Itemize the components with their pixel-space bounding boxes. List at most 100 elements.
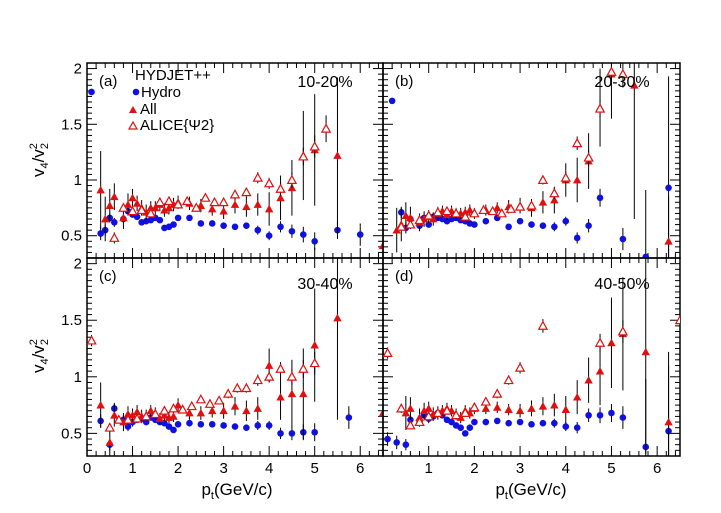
hydro-point — [170, 426, 177, 434]
alice-point — [432, 206, 444, 217]
hydro-point — [277, 223, 284, 231]
alice-point — [405, 420, 416, 430]
all-point — [607, 338, 616, 347]
hydro-point — [505, 223, 512, 231]
hydro-point — [142, 418, 150, 426]
all-point — [276, 193, 285, 202]
alice-point — [320, 123, 332, 133]
all-point — [378, 408, 383, 417]
alice-point — [674, 314, 680, 325]
alice-point — [104, 422, 115, 432]
hydro-point — [243, 424, 250, 432]
legend-title: HYDJET++ — [135, 67, 211, 84]
all-point — [242, 406, 251, 415]
alice-point — [617, 326, 629, 336]
hydro-point — [448, 418, 455, 426]
hydro-point — [528, 421, 535, 428]
alice-point — [469, 401, 480, 412]
alice-point — [560, 172, 571, 182]
panel-b: (b) 20-30% — [382, 62, 681, 259]
hydro-point — [407, 416, 414, 424]
alice-point — [168, 403, 179, 413]
hydro-point — [528, 221, 535, 228]
centrality-label: 10-20% — [297, 74, 352, 91]
data-layer — [87, 258, 383, 456]
alice-point — [232, 382, 243, 393]
alice-point — [594, 103, 606, 113]
hydro-point — [596, 194, 604, 202]
hydro-point — [384, 435, 391, 443]
alice-point — [450, 207, 462, 218]
all-point — [253, 404, 262, 412]
hydro-point — [88, 88, 95, 96]
legend-all-marker — [129, 106, 137, 113]
alice-point — [526, 200, 537, 210]
all-point — [465, 205, 475, 214]
alice-point — [432, 407, 444, 417]
y-tick-label: 2 — [74, 256, 82, 273]
alice-point — [127, 205, 138, 216]
series-alice-2- — [109, 115, 383, 244]
alice-point — [136, 204, 147, 215]
x-tick-label: 5 — [311, 460, 319, 477]
alice-point — [396, 221, 407, 231]
alice-point — [460, 407, 471, 417]
all-point — [504, 405, 513, 413]
all-point — [515, 406, 525, 415]
series-alice-2- — [383, 297, 680, 430]
hydro-point — [608, 409, 615, 417]
all-point — [572, 392, 582, 401]
alice-point — [441, 405, 453, 415]
alice-point — [204, 398, 216, 408]
all-point — [264, 361, 274, 369]
all-point — [169, 412, 178, 420]
all-point — [132, 199, 142, 207]
alice-point — [222, 388, 234, 398]
data-layer — [383, 258, 680, 456]
alice-point — [181, 195, 193, 206]
hydro-point — [539, 419, 547, 427]
alice-point — [405, 219, 416, 229]
centrality-label: 30-40% — [297, 276, 352, 293]
alice-point — [478, 204, 489, 215]
hydro-point — [174, 421, 182, 428]
x-tick-label: 1 — [128, 460, 136, 477]
alice-point — [503, 374, 514, 385]
alice-point — [87, 335, 97, 345]
hydro-point — [457, 424, 464, 432]
alice-point — [583, 152, 594, 162]
alice-point — [213, 395, 225, 405]
data-layer — [388, 63, 673, 258]
all-point — [105, 438, 114, 446]
all-point — [105, 201, 114, 209]
all-point — [185, 408, 194, 417]
all-point — [419, 406, 429, 415]
x-tick-label: 3 — [219, 460, 227, 477]
x-tick-label: 4 — [562, 460, 570, 477]
alice-point — [549, 187, 560, 198]
legend-hydro-label: Hydro — [141, 84, 181, 101]
alice-point — [617, 68, 629, 79]
alice-point — [218, 196, 229, 207]
all-point — [219, 406, 228, 415]
all-point — [527, 404, 536, 412]
hydro-point — [471, 221, 478, 228]
hydro-point — [551, 419, 558, 427]
alice-point — [177, 404, 188, 414]
alice-point — [414, 416, 425, 427]
alice-point — [263, 371, 275, 381]
hydro-point — [231, 423, 239, 430]
alice-point — [275, 363, 286, 373]
alice-point — [252, 172, 263, 182]
all-point — [299, 389, 308, 398]
alice-point — [571, 137, 583, 148]
y-axis-title: v4/v22 — [28, 143, 51, 177]
alice-point — [172, 199, 184, 209]
all-point — [424, 404, 433, 412]
hydro-point — [466, 424, 474, 432]
alice-point — [241, 382, 252, 393]
x-tick-label: 1 — [425, 460, 433, 477]
hydro-point — [220, 222, 227, 229]
y-tick-label: 0.5 — [61, 228, 82, 245]
legend-alice-marker — [127, 120, 139, 130]
